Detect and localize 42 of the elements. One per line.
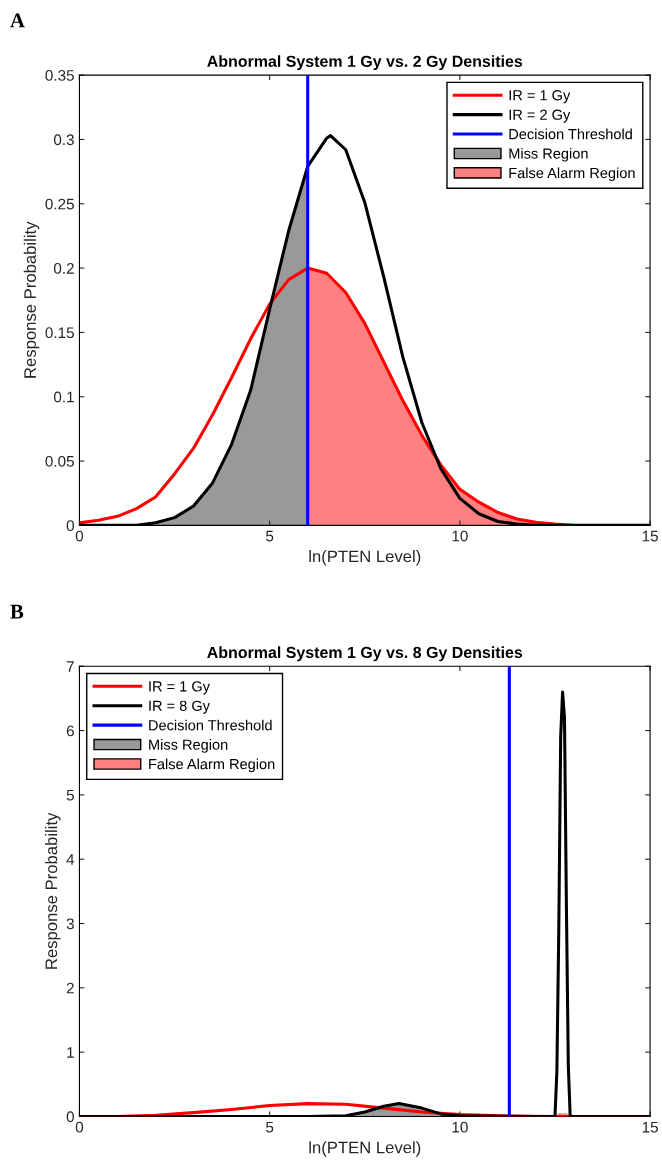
x-tick-label: 5 [266, 530, 274, 542]
legend-label: Miss Region [149, 739, 228, 753]
x-tick-label: 5 [266, 1121, 274, 1133]
y-tick-label: 3 [66, 918, 74, 930]
y-tick-label: 0.15 [45, 327, 74, 339]
y-tick-label: 0.05 [45, 455, 74, 467]
y-tick-label: 7 [66, 661, 74, 672]
legend-label: False Alarm Region [509, 167, 635, 182]
x-axis-title: ln(PTEN Level) [309, 1141, 421, 1157]
y-tick-label: 0.25 [45, 198, 74, 210]
x-tick-label: 10 [452, 1121, 468, 1133]
x-tick-label: 0 [75, 530, 84, 542]
x-axis-title: ln(PTEN Level) [309, 550, 421, 566]
legend-label: IR = 1 Gy [149, 681, 210, 695]
y-tick-label: 4 [66, 854, 75, 865]
x-tick-label: 0 [75, 1121, 84, 1133]
chart-title: Abnormal System 1 Gy vs. 2 Gy Densities [207, 55, 523, 71]
legend-label: Decision Threshold [509, 128, 632, 140]
legend-label: False Alarm Region [149, 758, 275, 773]
legend-label: Miss Region [509, 148, 588, 162]
x-tick-label: 15 [642, 530, 658, 542]
y-tick-label: 0.35 [45, 70, 74, 81]
x-tick-label: 15 [642, 1121, 658, 1133]
y-tick-label: 0.3 [53, 134, 74, 146]
y-axis-title: Response Probability [44, 812, 61, 969]
x-tick-label: 10 [452, 530, 468, 542]
text: B [10, 604, 24, 619]
y-tick-label: 6 [66, 725, 74, 737]
legend-label: IR = 8 Gy [149, 700, 210, 714]
y-tick-label: 2 [66, 982, 74, 994]
y-tick-label: 0 [66, 520, 74, 532]
y-tick-label: 1 [67, 1047, 74, 1058]
chart-title: Abnormal System 1 Gy vs. 8 Gy Densities [207, 646, 523, 662]
y-tick-label: 0.1 [53, 391, 74, 403]
text: A [10, 13, 25, 28]
y-tick-label: 5 [66, 789, 74, 801]
legend-label: IR = 1 Gy [509, 90, 571, 104]
y-axis-title: Response Probability [23, 221, 40, 378]
y-tick-label: 0.2 [53, 262, 74, 274]
legend-label: Decision Threshold [149, 719, 272, 731]
y-tick-label: 0 [66, 1111, 74, 1123]
legend-label: IR = 2 Gy [509, 109, 571, 123]
